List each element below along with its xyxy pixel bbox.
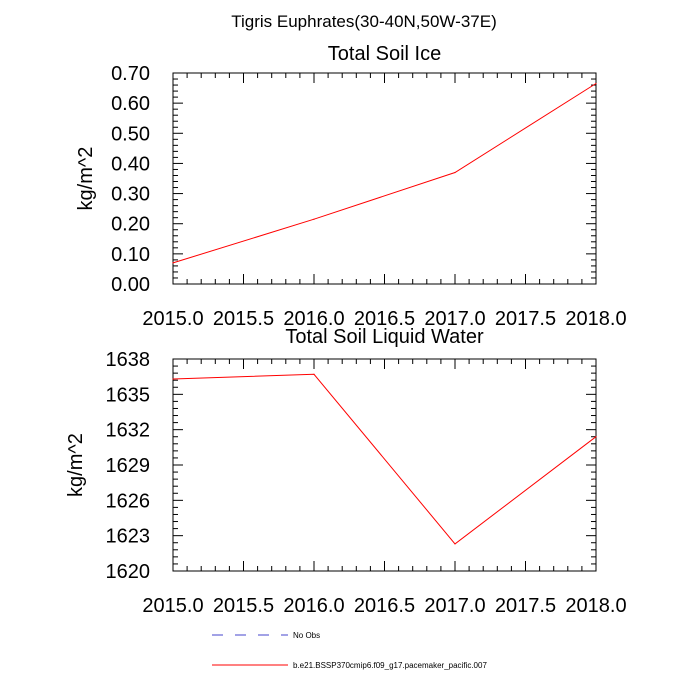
y-tick-label: 1632 [106, 420, 151, 442]
y-tick-label: 1635 [106, 384, 151, 406]
y-tick-label: 0.00 [111, 274, 150, 296]
plot-frame [172, 72, 597, 285]
figure-title: Tigris Euphrates(30-40N,50W-37E) [231, 12, 497, 31]
chart-total-soil-liquid-water: Total Soil Liquid Water 2015.0 2015.5 2016.… [65, 326, 627, 617]
x-tick-label: 2017.0 [424, 308, 485, 330]
legend-label-no-obs: No Obs [293, 631, 320, 640]
x-tick-label: 2015.0 [142, 595, 203, 617]
x-tick-label: 2018.0 [565, 308, 626, 330]
x-tick-label: 2017.5 [495, 595, 556, 617]
x-tick-label: 2017.0 [424, 595, 485, 617]
y-tick-label: 0.60 [111, 93, 150, 115]
x-tick-label: 2018.0 [565, 595, 626, 617]
data-point [595, 436, 597, 438]
series-line [172, 373, 597, 545]
y-axis-label: kg/m^2 [75, 147, 97, 211]
x-tick-label: 2016.5 [354, 595, 415, 617]
x-tick-label: 2016.0 [283, 595, 344, 617]
y-tick-label: 1626 [106, 490, 151, 512]
y-tick-label: 0.20 [111, 214, 150, 236]
panel-title: Total Soil Liquid Water [285, 326, 484, 348]
chart-total-soil-ice: Total Soil Ice 2015.0 2015.5 2016.0 2016.5 20… [75, 43, 627, 330]
series-line [172, 83, 597, 264]
y-tick-label: 1629 [106, 455, 151, 477]
legend: No Obs b.e21.BSSP370cmip6.f09_g17.pacema… [212, 631, 487, 670]
y-tick-label: 0.50 [111, 123, 150, 145]
y-tick-label: 0.40 [111, 153, 150, 175]
x-tick-label: 2015.5 [213, 308, 274, 330]
y-tick-label: 0.30 [111, 184, 150, 206]
y-axis-label: kg/m^2 [65, 433, 87, 497]
legend-label-model-run: b.e21.BSSP370cmip6.f09_g17.pacemaker_pac… [293, 661, 487, 670]
data-point [172, 262, 174, 264]
data-point [454, 543, 456, 545]
y-tick-label: 1638 [106, 349, 151, 371]
plot-frame [172, 358, 597, 572]
data-point [313, 218, 315, 220]
data-point [313, 373, 315, 375]
panel-title: Total Soil Ice [328, 43, 441, 65]
data-point [454, 171, 456, 174]
x-tick-label: 2015.0 [142, 308, 203, 330]
y-tick-label: 1620 [106, 561, 151, 583]
x-tick-label: 2016.0 [283, 308, 344, 330]
data-point [595, 82, 597, 85]
x-tick-label: 2017.5 [495, 308, 556, 330]
x-tick-label: 2016.5 [354, 308, 415, 330]
y-tick-label: 0.70 [111, 63, 150, 85]
data-point [172, 378, 174, 380]
y-tick-label: 0.10 [111, 244, 150, 266]
x-tick-label: 2015.5 [213, 595, 274, 617]
y-tick-label: 1623 [106, 526, 151, 548]
